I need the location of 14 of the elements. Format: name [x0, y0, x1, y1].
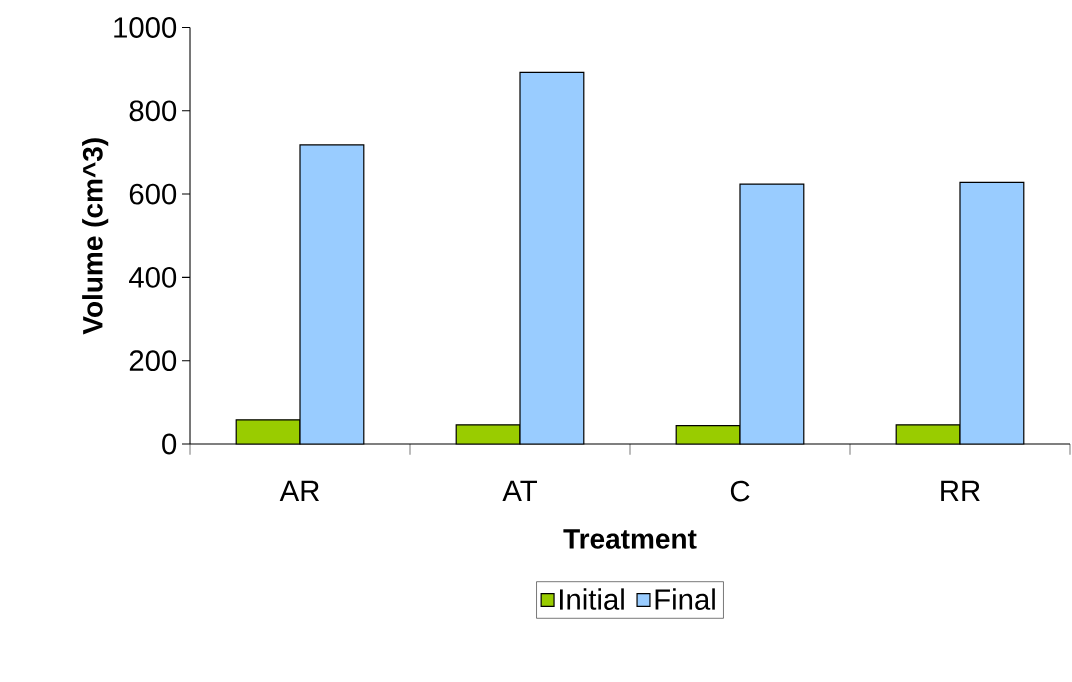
x-tick-label: C — [730, 480, 750, 502]
legend-label: Initial — [560, 588, 624, 610]
x-tick-label: RR — [941, 480, 980, 501]
y-axis-title: Volume (cm^3) — [82, 138, 109, 335]
y-tick-label: 1000 — [114, 17, 177, 38]
x-tick-label: AR — [279, 480, 320, 501]
y-tick-label: 200 — [129, 350, 177, 372]
legend-label: Final — [655, 588, 715, 610]
x-tick-label: AT — [502, 480, 537, 501]
y-tick-label: 400 — [129, 266, 177, 288]
x-axis-title: Treatment — [563, 529, 697, 549]
y-tick-label: 800 — [129, 100, 177, 122]
y-tick-label: 600 — [129, 183, 177, 205]
y-tick-label: 0 — [162, 433, 177, 455]
